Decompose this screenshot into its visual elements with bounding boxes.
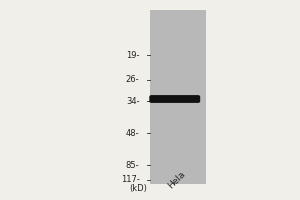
Text: 19-: 19- bbox=[126, 50, 140, 60]
Text: Hela: Hela bbox=[166, 170, 187, 190]
Bar bbox=[150, 10, 206, 184]
FancyBboxPatch shape bbox=[150, 96, 200, 102]
Text: 48-: 48- bbox=[126, 129, 140, 138]
Text: 117-: 117- bbox=[121, 176, 140, 184]
Text: 26-: 26- bbox=[126, 75, 140, 84]
Text: (kD): (kD) bbox=[129, 184, 147, 194]
Text: 85-: 85- bbox=[126, 160, 140, 170]
Text: 34-: 34- bbox=[126, 97, 140, 106]
